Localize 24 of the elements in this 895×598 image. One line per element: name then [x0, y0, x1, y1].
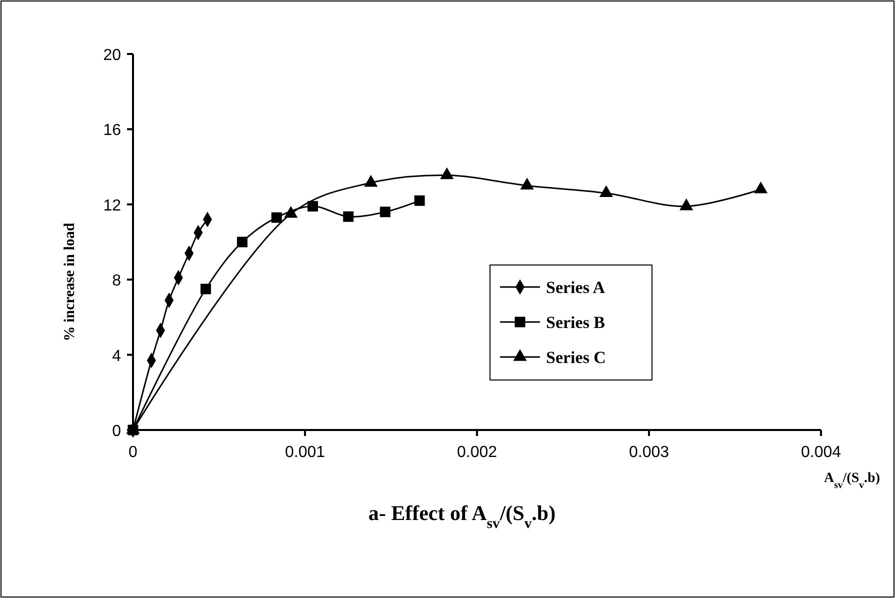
legend-label: Series C: [546, 348, 606, 367]
y-tick-label: 20: [103, 47, 122, 64]
y-tick-label: 16: [103, 122, 122, 140]
x-tick-label: 0.003: [628, 444, 670, 461]
legend-label: Series A: [546, 278, 606, 297]
x-tick-label: 0.002: [456, 444, 498, 461]
text: a- Effect of A$_{sv}$/(S$_{v}$.b): [368, 501, 556, 532]
point: [200, 284, 211, 294]
point: [236, 236, 248, 248]
x-tick-label: 0.004: [800, 444, 842, 461]
point: [271, 212, 282, 223]
y-axis-title: % increase in load: [62, 222, 78, 342]
point: [307, 201, 318, 212]
y-tick-label: 12: [103, 197, 122, 214]
y-tick-label: 8: [112, 272, 122, 290]
x-axis-title: A$_{sv}$/(S$_{v}$.b): [824, 471, 880, 490]
point: [380, 206, 390, 218]
y-tick-label: 4: [112, 348, 122, 365]
x-tick-label: 0.001: [284, 444, 326, 461]
x-tick-label: 0: [128, 444, 138, 461]
point: [343, 211, 354, 222]
point: [414, 195, 425, 206]
y-tick-label: 0: [112, 423, 122, 440]
legend-label: Series B: [546, 313, 606, 332]
